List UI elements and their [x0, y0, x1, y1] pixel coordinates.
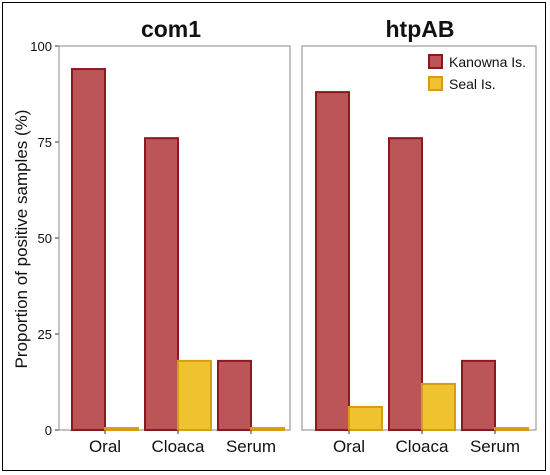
x-tick-label: Cloaca — [152, 437, 205, 456]
x-tick-label: Serum — [226, 437, 276, 456]
y-tick-label: 0 — [45, 423, 52, 438]
legend-label-seal: Seal Is. — [449, 76, 496, 92]
y-tick-label: 25 — [38, 327, 52, 342]
chart-panels: Oral Cloaca Serum Oral Cloaca Serum — [58, 45, 537, 456]
y-axis-ticks: 0 25 50 75 100 — [30, 39, 59, 438]
x-tick-label: Oral — [89, 437, 121, 456]
panel-title-left: com1 — [141, 16, 201, 42]
bar-com1-serum-kanowna — [217, 359, 252, 432]
bar-htpAB-cloaca-seal — [421, 382, 456, 432]
bar-com1-serum-seal — [250, 427, 285, 431]
bar-htpAB-oral-seal — [348, 405, 383, 431]
y-tick-label: 50 — [38, 231, 52, 246]
panel-title-right: htpAB — [386, 16, 455, 42]
bar-htpAB-serum-kanowna — [461, 359, 496, 432]
bar-htpAB-oral-kanowna — [315, 91, 350, 432]
x-tick-label: Oral — [333, 437, 365, 456]
bar-htpAB-serum-seal — [494, 427, 529, 431]
bar-com1-cloaca-seal — [177, 359, 212, 432]
legend: Kanowna Is. Seal Is. — [428, 54, 526, 92]
panel-com1: Oral Cloaca Serum — [58, 45, 291, 456]
panel-htpAB: Oral Cloaca Serum — [301, 45, 537, 456]
x-tick-label: Serum — [470, 437, 520, 456]
legend-swatch-kanowna — [428, 54, 443, 69]
y-tick-label: 100 — [30, 39, 52, 54]
y-tick-label: 75 — [38, 135, 52, 150]
y-axis-label: Proportion of positive samples (%) — [12, 110, 31, 369]
bar-com1-oral-kanowna — [71, 68, 106, 431]
bar-com1-cloaca-kanowna — [144, 137, 179, 431]
bar-com1-oral-seal — [104, 427, 139, 431]
legend-label-kanowna: Kanowna Is. — [449, 54, 526, 70]
bar-htpAB-cloaca-kanowna — [388, 137, 423, 431]
legend-swatch-seal — [428, 76, 443, 91]
x-tick-label: Cloaca — [396, 437, 449, 456]
